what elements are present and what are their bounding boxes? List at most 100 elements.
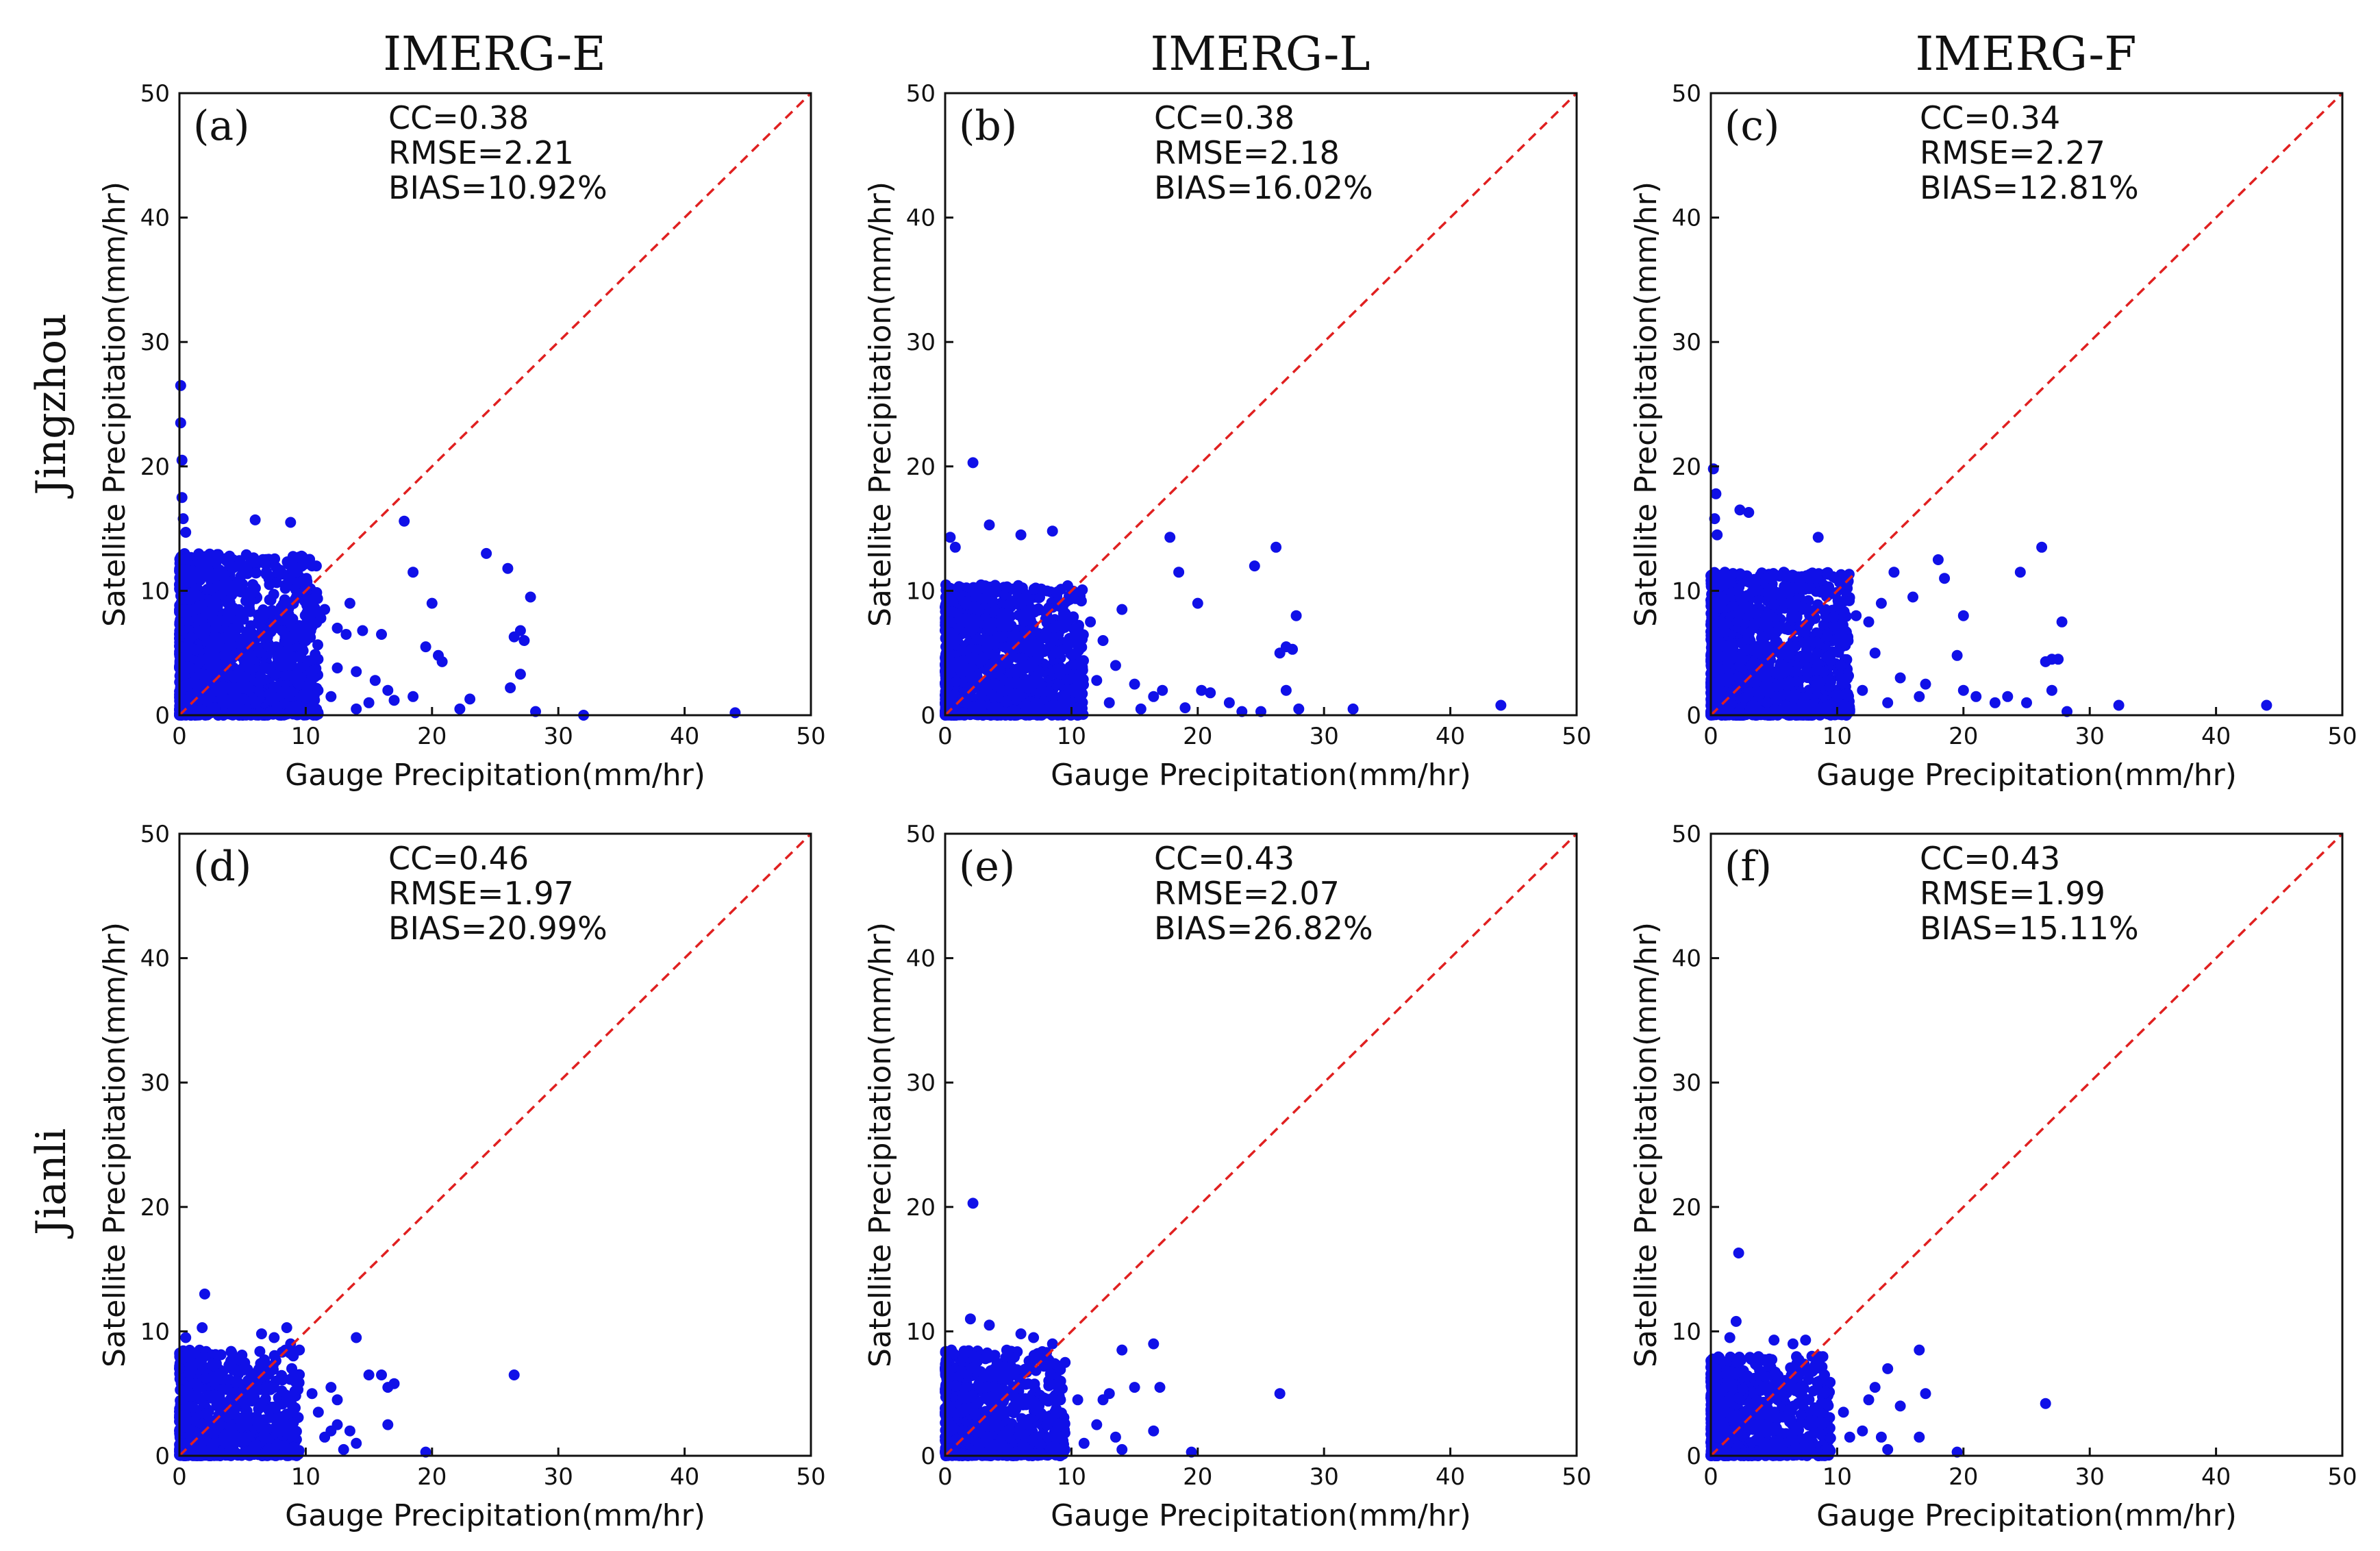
scatter-point	[209, 631, 220, 643]
scatter-point	[1043, 686, 1055, 697]
scatter-point	[967, 457, 979, 469]
stat-rmse: RMSE=2.27	[1920, 134, 2105, 171]
scatter-point	[481, 547, 492, 559]
stat-rmse: RMSE=2.18	[1154, 134, 1340, 171]
scatter-point	[514, 669, 526, 680]
scatter-point	[1784, 675, 1796, 687]
scatter-point	[183, 586, 195, 598]
scatter-point	[960, 596, 971, 608]
scatter-point	[1800, 571, 1812, 583]
x-tick-label: 40	[2201, 723, 2231, 750]
scatter-point	[1818, 666, 1829, 678]
scatter-point	[1034, 666, 1045, 678]
scatter-point	[1205, 687, 1216, 699]
scatter-point	[1071, 673, 1083, 684]
scatter-point	[331, 622, 343, 634]
scatter-point	[369, 675, 381, 686]
scatter-point	[1052, 648, 1064, 660]
scatter-point	[315, 612, 327, 624]
scatter-point	[199, 621, 211, 633]
scatter-point	[502, 562, 514, 574]
scatter-point	[454, 703, 466, 715]
stat-bias: BIAS=16.02%	[1154, 169, 1373, 206]
x-tick-label: 10	[1057, 723, 1086, 750]
scatter-point	[426, 597, 438, 609]
x-tick-label: 30	[544, 723, 573, 750]
y-axis-title: Satellite Precipitation(mm/hr)	[97, 182, 132, 627]
scatter-point	[1812, 636, 1823, 648]
one-to-one-line	[1709, 92, 2344, 717]
scatter-point	[1716, 627, 1727, 638]
scatter-point	[1751, 671, 1763, 682]
scatter-point	[226, 670, 237, 682]
row-label-jianli: Jianli	[27, 1128, 75, 1239]
scatter-point	[1091, 675, 1103, 686]
scatter-point	[1882, 697, 1894, 708]
scatter-point	[1742, 627, 1753, 638]
scatter-point	[1840, 673, 1851, 684]
scatter-point	[983, 586, 994, 597]
scatter-point	[1797, 601, 1809, 613]
scatter-point	[1076, 641, 1088, 653]
scatter-point	[1828, 612, 1840, 623]
scatter-point	[1932, 554, 1944, 565]
scatter-point	[1749, 620, 1760, 631]
scatter-point	[984, 519, 995, 531]
scatter-point	[309, 602, 321, 614]
y-tick-label: 0	[1686, 702, 1701, 730]
scatter-point	[1816, 702, 1827, 714]
scatter-point	[208, 572, 219, 584]
x-tick-label: 10	[1822, 723, 1852, 750]
scatter-point	[1055, 584, 1067, 595]
scatter-point	[243, 588, 254, 600]
scatter-point	[957, 656, 969, 667]
scatter-points	[940, 457, 1507, 721]
scatter-point	[1795, 650, 1807, 662]
scatter-point	[1764, 590, 1775, 601]
scatter-point	[1192, 597, 1203, 609]
scatter-point	[1766, 629, 1778, 641]
scatter-point	[265, 621, 277, 633]
scatter-point	[1249, 560, 1260, 572]
scatter-point	[1863, 616, 1875, 628]
scatter-point	[1173, 567, 1185, 578]
scatter-point	[238, 564, 249, 576]
scatter-point	[296, 560, 308, 572]
scatter-point	[1875, 597, 1887, 609]
scatter-point	[351, 703, 362, 715]
panel-letter: (c)	[1725, 102, 1779, 150]
scatter-point	[1287, 643, 1299, 655]
scatter-point	[1838, 610, 1850, 621]
scatter-point	[985, 635, 996, 647]
scatter-point	[2046, 684, 2057, 696]
scatter-point	[271, 577, 282, 588]
scatter-point	[1810, 573, 1822, 584]
scatter-point	[525, 591, 536, 603]
scatter-point	[1840, 585, 1851, 597]
scatter-point	[1038, 646, 1050, 657]
scatter-point	[301, 575, 313, 587]
scatter-point	[219, 569, 231, 581]
scatter-point	[277, 615, 288, 626]
y-tick-label: 0	[155, 702, 170, 730]
scatter-point	[1779, 598, 1791, 610]
scatter-point	[2053, 654, 2064, 665]
scatter-point	[225, 625, 237, 637]
scatter-point	[285, 574, 297, 586]
scatter-point	[1065, 636, 1077, 648]
scatter-point	[970, 644, 982, 656]
scatter-point	[518, 635, 530, 646]
scatter-point	[1068, 659, 1080, 671]
scatter-point	[1989, 697, 2001, 708]
scatter-point	[1290, 610, 1302, 621]
scatter-point	[1495, 699, 1507, 711]
scatter-point	[1010, 664, 1021, 675]
scatter-point	[1920, 678, 1931, 690]
scatter-point	[1839, 595, 1851, 607]
scatter-point	[1062, 674, 1073, 686]
axes-frame	[1709, 92, 2344, 717]
scatter-point	[279, 635, 290, 647]
scatter-point	[1779, 571, 1790, 582]
scatter-point	[1733, 660, 1745, 672]
